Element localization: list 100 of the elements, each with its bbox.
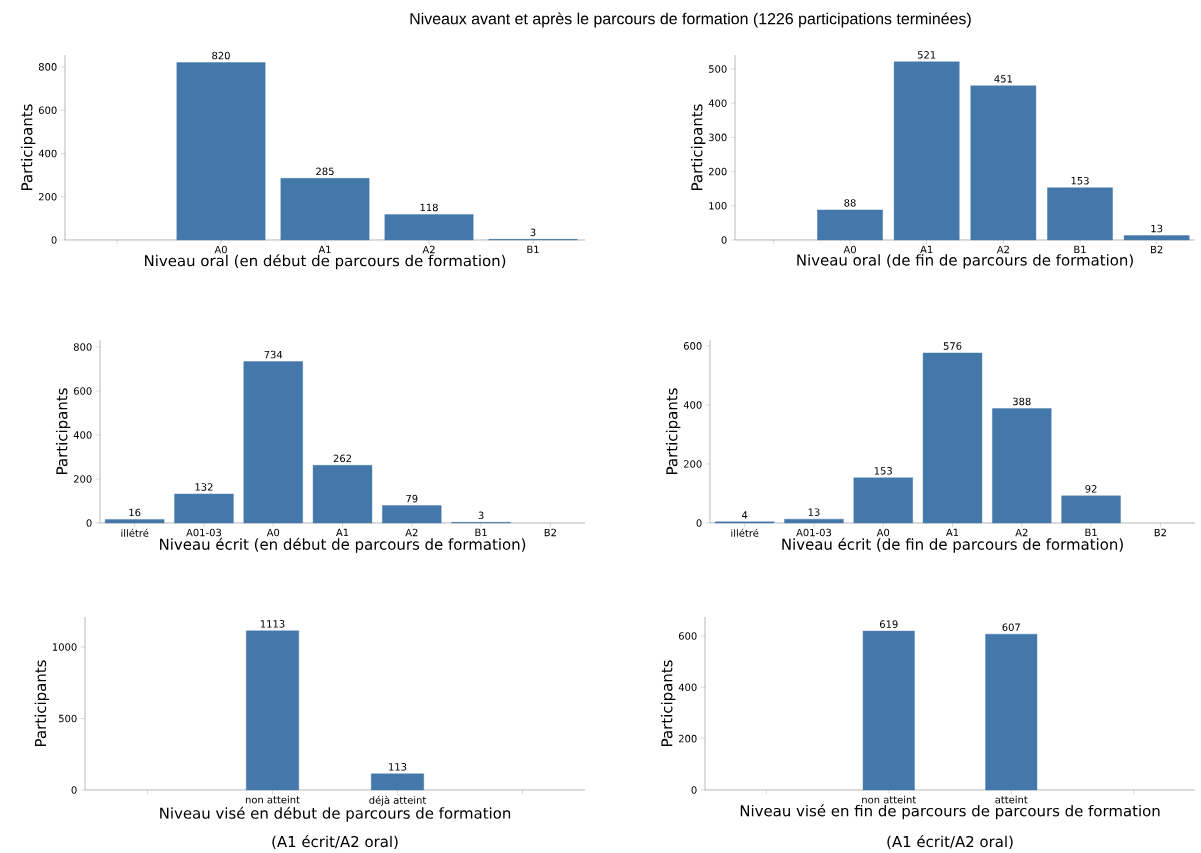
x-axis-title: Niveau visé en début de parcours de formation bbox=[160, 806, 511, 822]
y-tick-label: 200 bbox=[678, 734, 697, 743]
x-tick-label: B2 bbox=[1154, 528, 1166, 537]
x-tick-label: A2 bbox=[996, 245, 1009, 254]
x-axis-title: Niveau écrit (de fin de parcours de formation) bbox=[782, 537, 1123, 553]
x-tick-label: A01-03 bbox=[796, 528, 832, 537]
data-label: 92 bbox=[1085, 485, 1097, 493]
x-tick-label: B2 bbox=[1151, 245, 1163, 254]
bar bbox=[970, 85, 1037, 241]
y-tick-label: 400 bbox=[683, 401, 702, 409]
bar bbox=[176, 62, 266, 241]
data-label: 734 bbox=[264, 350, 283, 359]
bar bbox=[174, 493, 234, 524]
y-tick-label: 0 bbox=[71, 786, 77, 794]
y-tick-label: 200 bbox=[38, 192, 57, 201]
data-label: 576 bbox=[943, 342, 962, 350]
y-tick-label: 600 bbox=[683, 342, 702, 350]
y-tick-label: 1000 bbox=[52, 643, 77, 651]
y-tick-label: 600 bbox=[38, 106, 57, 114]
data-label: 132 bbox=[195, 483, 213, 491]
x-tick-label: A0 bbox=[214, 245, 227, 254]
bar bbox=[893, 61, 960, 241]
data-label: 16 bbox=[129, 508, 141, 517]
x-tick-label: B1 bbox=[1074, 245, 1086, 254]
bar bbox=[384, 214, 474, 241]
x-axis-title: Niveau oral (de fin de parcours de formation) bbox=[797, 254, 1133, 269]
x-tick-label: B1 bbox=[527, 245, 539, 254]
text: (A1 écrit/A2 oral) bbox=[887, 835, 1013, 849]
y-tick-label: 200 bbox=[683, 460, 702, 468]
x-tick-label: A1 bbox=[336, 528, 349, 537]
x-tick-label: B1 bbox=[475, 528, 487, 537]
y-tick-label: 0 bbox=[51, 236, 57, 244]
y-tick-label: 600 bbox=[73, 387, 92, 395]
y-axis-title: Participants bbox=[20, 104, 36, 190]
y-axis-title: Participants bbox=[690, 104, 706, 190]
data-label: 521 bbox=[917, 51, 936, 59]
y-tick-label: 0 bbox=[691, 786, 697, 794]
x-tick-label: A1 bbox=[946, 528, 959, 537]
x-tick-label: non atteint bbox=[862, 795, 916, 804]
x-tick-label: A0 bbox=[843, 245, 856, 254]
x-tick-label: illétré bbox=[121, 528, 149, 537]
x-tick-label: A1 bbox=[920, 245, 933, 254]
x-tick-label: A2 bbox=[1015, 528, 1028, 537]
data-label: 13 bbox=[808, 508, 820, 516]
y-tick-label: 500 bbox=[58, 714, 77, 723]
x-tick-label: A0 bbox=[876, 528, 890, 537]
x-tick-label: A01-03 bbox=[186, 528, 222, 537]
y-tick-label: 800 bbox=[73, 343, 92, 351]
bar bbox=[992, 408, 1052, 524]
x-axis-title: Niveau écrit (en début de parcours de formation) bbox=[160, 537, 526, 553]
y-tick-label: 200 bbox=[708, 167, 727, 176]
data-label: 820 bbox=[212, 51, 230, 60]
bar bbox=[105, 519, 165, 524]
data-label: 79 bbox=[406, 494, 418, 503]
bar bbox=[280, 178, 370, 241]
x-tick-label: illétré bbox=[731, 528, 759, 537]
x-tick-label: B1 bbox=[1085, 528, 1097, 537]
data-label: 451 bbox=[994, 75, 1012, 83]
data-label: 153 bbox=[1071, 176, 1089, 185]
y-axis-title: Participants bbox=[34, 660, 50, 746]
data-label: 118 bbox=[420, 203, 438, 212]
x-tick-label: A1 bbox=[318, 245, 331, 254]
y-tick-label: 500 bbox=[708, 65, 727, 73]
bar bbox=[382, 505, 442, 524]
bar bbox=[243, 361, 303, 524]
data-label: 1113 bbox=[260, 620, 285, 628]
x-tick-label: B2 bbox=[544, 528, 556, 537]
bar bbox=[312, 465, 373, 524]
bar bbox=[1123, 235, 1190, 241]
y-axis-title: Participants bbox=[55, 388, 71, 474]
y-tick-label: 0 bbox=[86, 519, 92, 527]
y-tick-label: 400 bbox=[38, 149, 57, 158]
y-axis-title: Participants bbox=[660, 660, 676, 746]
y-tick-label: 200 bbox=[73, 475, 92, 483]
bar bbox=[1047, 187, 1113, 241]
data-label: 113 bbox=[389, 763, 407, 771]
y-tick-label: 100 bbox=[709, 202, 727, 210]
data-label: 3 bbox=[530, 228, 536, 237]
x-axis-title: Niveau oral (en début de parcours de formation) bbox=[145, 254, 506, 270]
x-tick-label: déjà atteint bbox=[369, 795, 427, 806]
bar bbox=[922, 352, 983, 524]
data-label: 388 bbox=[1013, 397, 1031, 406]
data-label: 285 bbox=[316, 167, 334, 176]
data-label: 619 bbox=[879, 620, 898, 628]
bar bbox=[817, 209, 883, 241]
data-label: 88 bbox=[844, 199, 856, 207]
bar bbox=[1061, 495, 1121, 524]
y-tick-label: 300 bbox=[708, 133, 727, 142]
y-tick-label: 0 bbox=[696, 519, 702, 527]
data-label: 3 bbox=[478, 511, 484, 520]
x-tick-label: A2 bbox=[405, 528, 418, 537]
y-tick-label: 400 bbox=[708, 99, 727, 107]
data-label: 13 bbox=[1151, 224, 1163, 233]
bar bbox=[853, 477, 913, 524]
data-label: 153 bbox=[874, 467, 892, 475]
data-label: 262 bbox=[333, 454, 352, 463]
data-label: 4 bbox=[741, 511, 748, 519]
y-tick-label: 0 bbox=[721, 236, 727, 244]
text: (A1 écrit/A2 oral) bbox=[272, 835, 398, 849]
x-tick-label: atteint bbox=[995, 795, 1028, 804]
